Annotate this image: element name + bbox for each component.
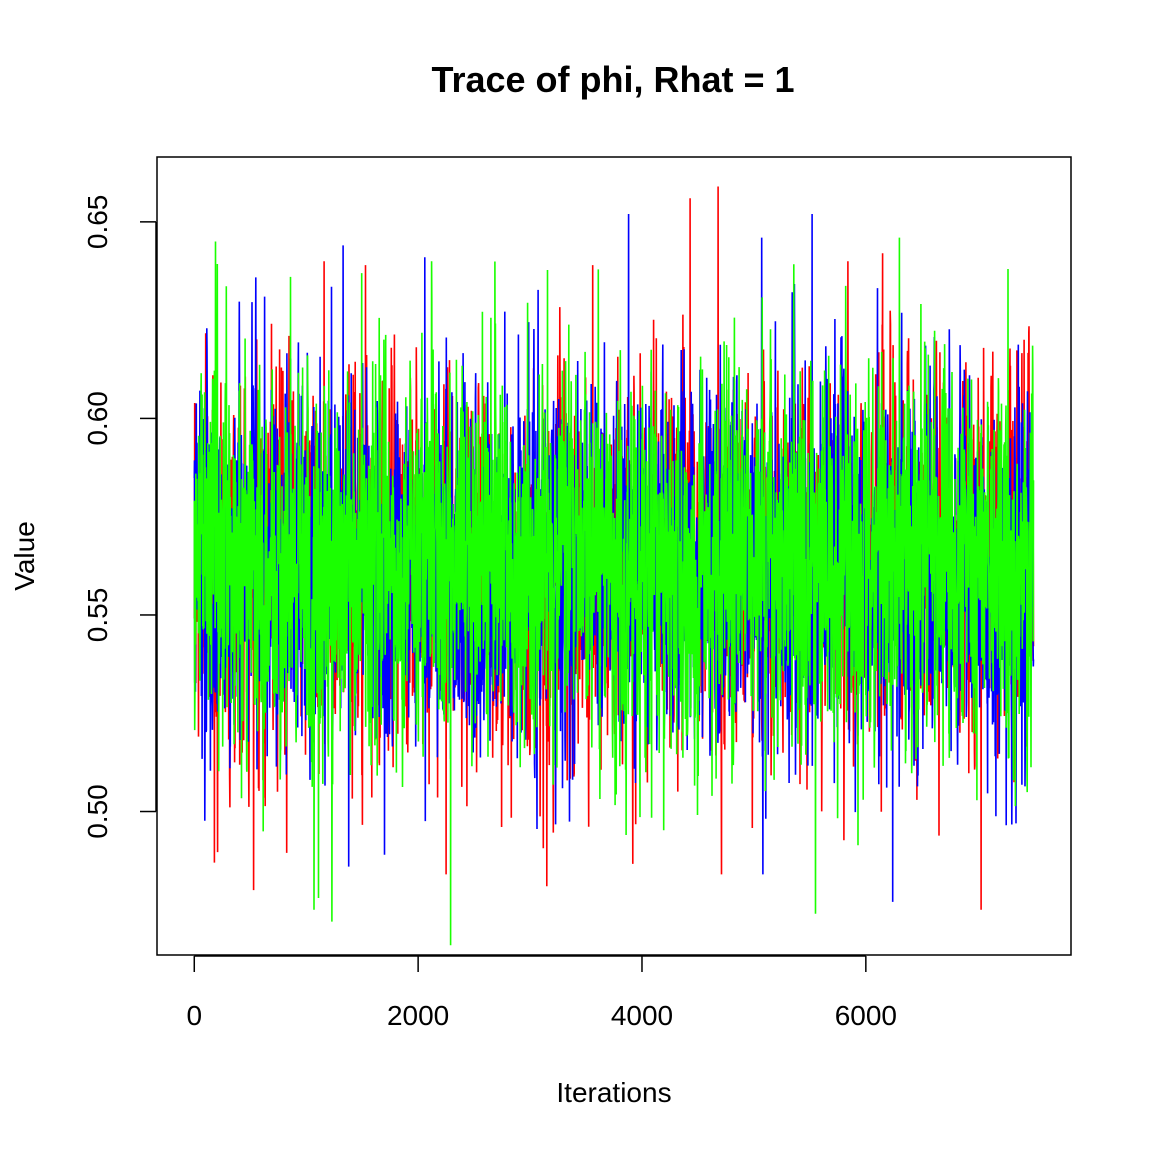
chart-title: Trace of phi, Rhat = 1 (431, 59, 794, 100)
trace-series-3 (193, 237, 1035, 946)
y-axis-label: Value (9, 521, 40, 591)
y-tick-label: 0.60 (82, 391, 113, 446)
series-layer (193, 186, 1035, 946)
x-axis: 0 2000 4000 6000 (186, 955, 897, 1031)
x-tick-label: 0 (186, 1000, 202, 1031)
x-tick-label: 6000 (835, 1000, 897, 1031)
y-axis: 0.50 0.55 0.60 0.65 (82, 195, 157, 839)
y-tick-label: 0.65 (82, 195, 113, 250)
y-tick-label: 0.50 (82, 784, 113, 839)
x-tick-label: 4000 (611, 1000, 673, 1031)
y-tick-label: 0.55 (82, 588, 113, 643)
x-tick-label: 2000 (387, 1000, 449, 1031)
x-axis-label: Iterations (556, 1077, 671, 1108)
plot-frame (156, 156, 1072, 956)
